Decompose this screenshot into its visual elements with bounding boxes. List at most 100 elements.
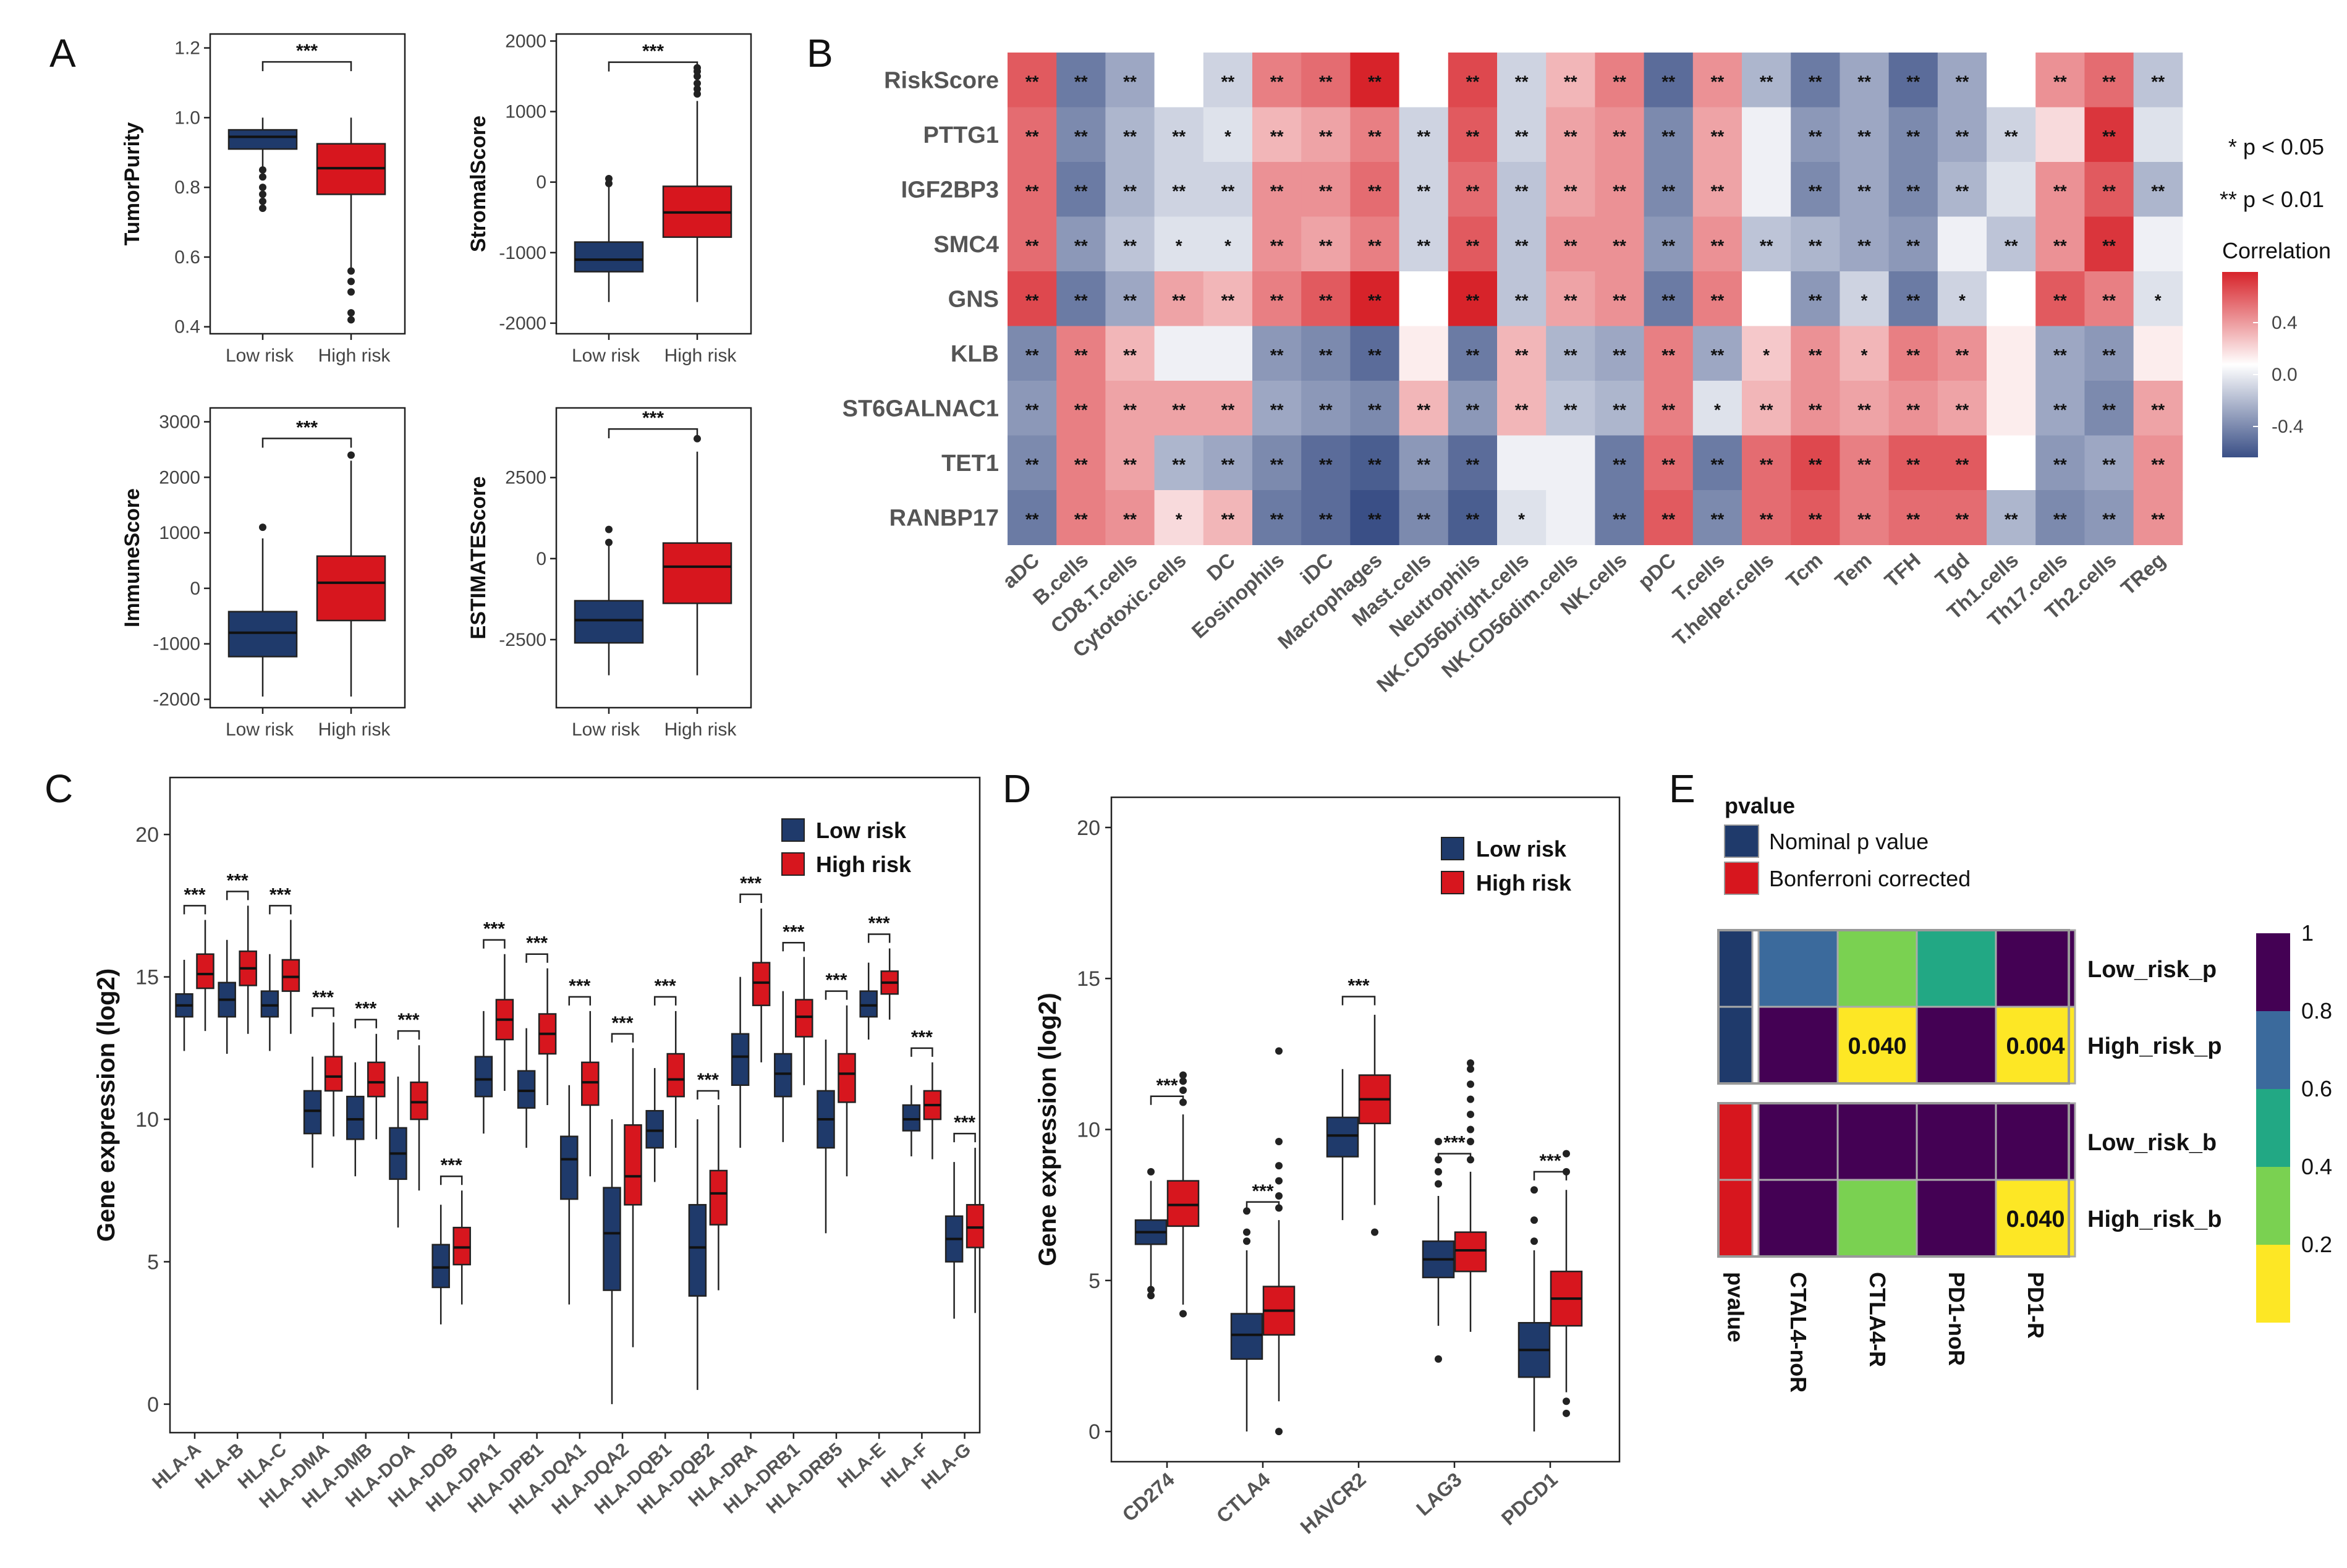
x-tick-label: High risk [318,345,391,366]
box-high-risk-box [624,1124,642,1206]
heatmap-cell-stars: ** [2053,509,2067,528]
y-tick-label: 0.6 [174,247,200,268]
y-tick-label: 0 [147,1393,159,1417]
heatmap-cell-stars: ** [1711,509,1725,528]
heatmap-cell [1888,53,1938,108]
heatmap-cell [1252,435,1302,491]
box-high-risk-outlier [1467,1138,1474,1146]
heatmap-cell [1105,381,1155,436]
significance-bracket [1533,1171,1568,1180]
panel-letter-a: A [49,31,76,75]
heatmap-cell [1595,381,1645,436]
x-tick-label: Low risk [572,719,640,740]
heatmap-cell [1546,107,1595,163]
heatmap-cell-stars: ** [2053,181,2067,200]
heatmap-cell-stars: ** [1025,400,1039,419]
box-high-risk-outlier [1179,1310,1187,1318]
column-label: PD1-noR [1944,1272,1969,1366]
heatmap-cell-stars: ** [2102,236,2116,255]
heatmap-cell [1154,435,1204,491]
y-tick-label: 20 [1077,816,1100,840]
heatmap-cell-stars: ** [1662,509,1675,528]
box-low-risk-outlier [605,525,613,533]
panel-letter-b: B [807,31,833,75]
heatmap-cell-stars: ** [1417,181,1430,200]
box-high-risk-outlier [1467,1080,1474,1088]
heatmap-cell-stars: * [2155,290,2162,310]
box-high-risk-box [367,1061,386,1098]
box-low-risk-box [902,1104,921,1132]
heatmap-cell-stars: ** [1857,236,1871,255]
heatmap-cell [1252,326,1302,381]
heatmap-cell [1008,435,1057,491]
heatmap-cell-stars: ** [1857,72,1871,91]
heatmap-cell [1301,271,1351,326]
heatmap-cell-stars: ** [1368,236,1381,255]
box-high-risk-outlier [347,267,355,275]
heatmap-cell-stars: ** [1809,127,1822,146]
heatmap-cell-stars: ** [1466,72,1480,91]
y-tick-label: 0 [190,578,200,599]
heatmap-cell [1008,107,1057,163]
heatmap-cell [1644,216,1694,272]
heatmap-cell-stars: ** [1074,345,1088,365]
heatmap-cell [1301,162,1351,217]
heatmap-cell [1301,53,1351,108]
heatmap-row-label: ST6GALNAC1 [842,396,999,422]
pvalue-cell [1757,1102,1839,1181]
y-tick-label: 0 [1089,1420,1100,1444]
colorbar-title: Correlation [2222,238,2331,263]
heatmap-cell-stars: ** [1270,400,1284,419]
y-axis-label: ImmuneScore [121,488,144,627]
heatmap-cell [2133,490,2183,545]
box-high-risk-outlier [1467,1125,1474,1134]
heatmap-cell-stars: ** [1956,455,1969,474]
heatmap-cell-stars: ** [1613,127,1626,146]
legend-title: pvalue [1725,793,1795,818]
heatmap-cell-stars: ** [1711,236,1725,255]
box-high-risk-box [666,1053,685,1098]
significance-label: *** [783,922,804,942]
heatmap-cell [1888,490,1938,545]
heatmap-cell-stars: ** [2151,455,2165,474]
heatmap-cell [1252,271,1302,326]
heatmap-cell-stars: ** [1025,127,1039,146]
pvalue-cell [1757,1179,1839,1258]
significance-label: *** [1156,1075,1178,1096]
significance-label: *** [954,1112,975,1133]
heatmap-cell [1546,381,1595,436]
heatmap-cell-stars: ** [1564,127,1577,146]
heatmap-row-label: SMC4 [933,232,999,258]
heatmap-cell-stars: ** [1368,127,1381,146]
pvalue-cell-label: 0.040 [2006,1206,2065,1232]
heatmap-cell [1595,490,1645,545]
heatmap-cell [1840,162,1890,217]
box-high-risk-box [452,1226,471,1266]
heatmap-cell-stars: ** [1270,345,1284,365]
box-low-risk-outlier [259,184,266,192]
heatmap-cell [1008,381,1057,436]
colorbar-tick-label: 0.4 [2301,1154,2332,1179]
heatmap-cell-stars: ** [1857,181,1871,200]
heatmap-cell [1497,53,1547,108]
heatmap-cell [1448,107,1498,163]
significance-bracket [653,996,677,1006]
pvalue-cell [1995,929,2076,1008]
heatmap-cell [1350,216,1400,272]
heatmap-cell [1350,381,1400,436]
heatmap-cell-stars: ** [2151,400,2165,419]
box-low-risk-outlier [1530,1186,1538,1194]
heatmap-cell [1497,490,1547,545]
heatmap-cell-stars: ** [1564,236,1577,255]
heatmap-cell [1154,216,1204,272]
heatmap-cell-stars: ** [1711,72,1725,91]
box-high-risk-outlier [1563,1409,1570,1417]
annotation-cell [1717,1102,1754,1181]
significance-bracket [1341,996,1376,1006]
heatmap-cell-stars: ** [1956,127,1969,146]
heatmap-cell [1203,490,1253,545]
heatmap-cell-stars: ** [1025,72,1039,91]
heatmap-cell-stars: ** [1906,509,1920,528]
box-high-risk-outlier [1371,1228,1378,1236]
